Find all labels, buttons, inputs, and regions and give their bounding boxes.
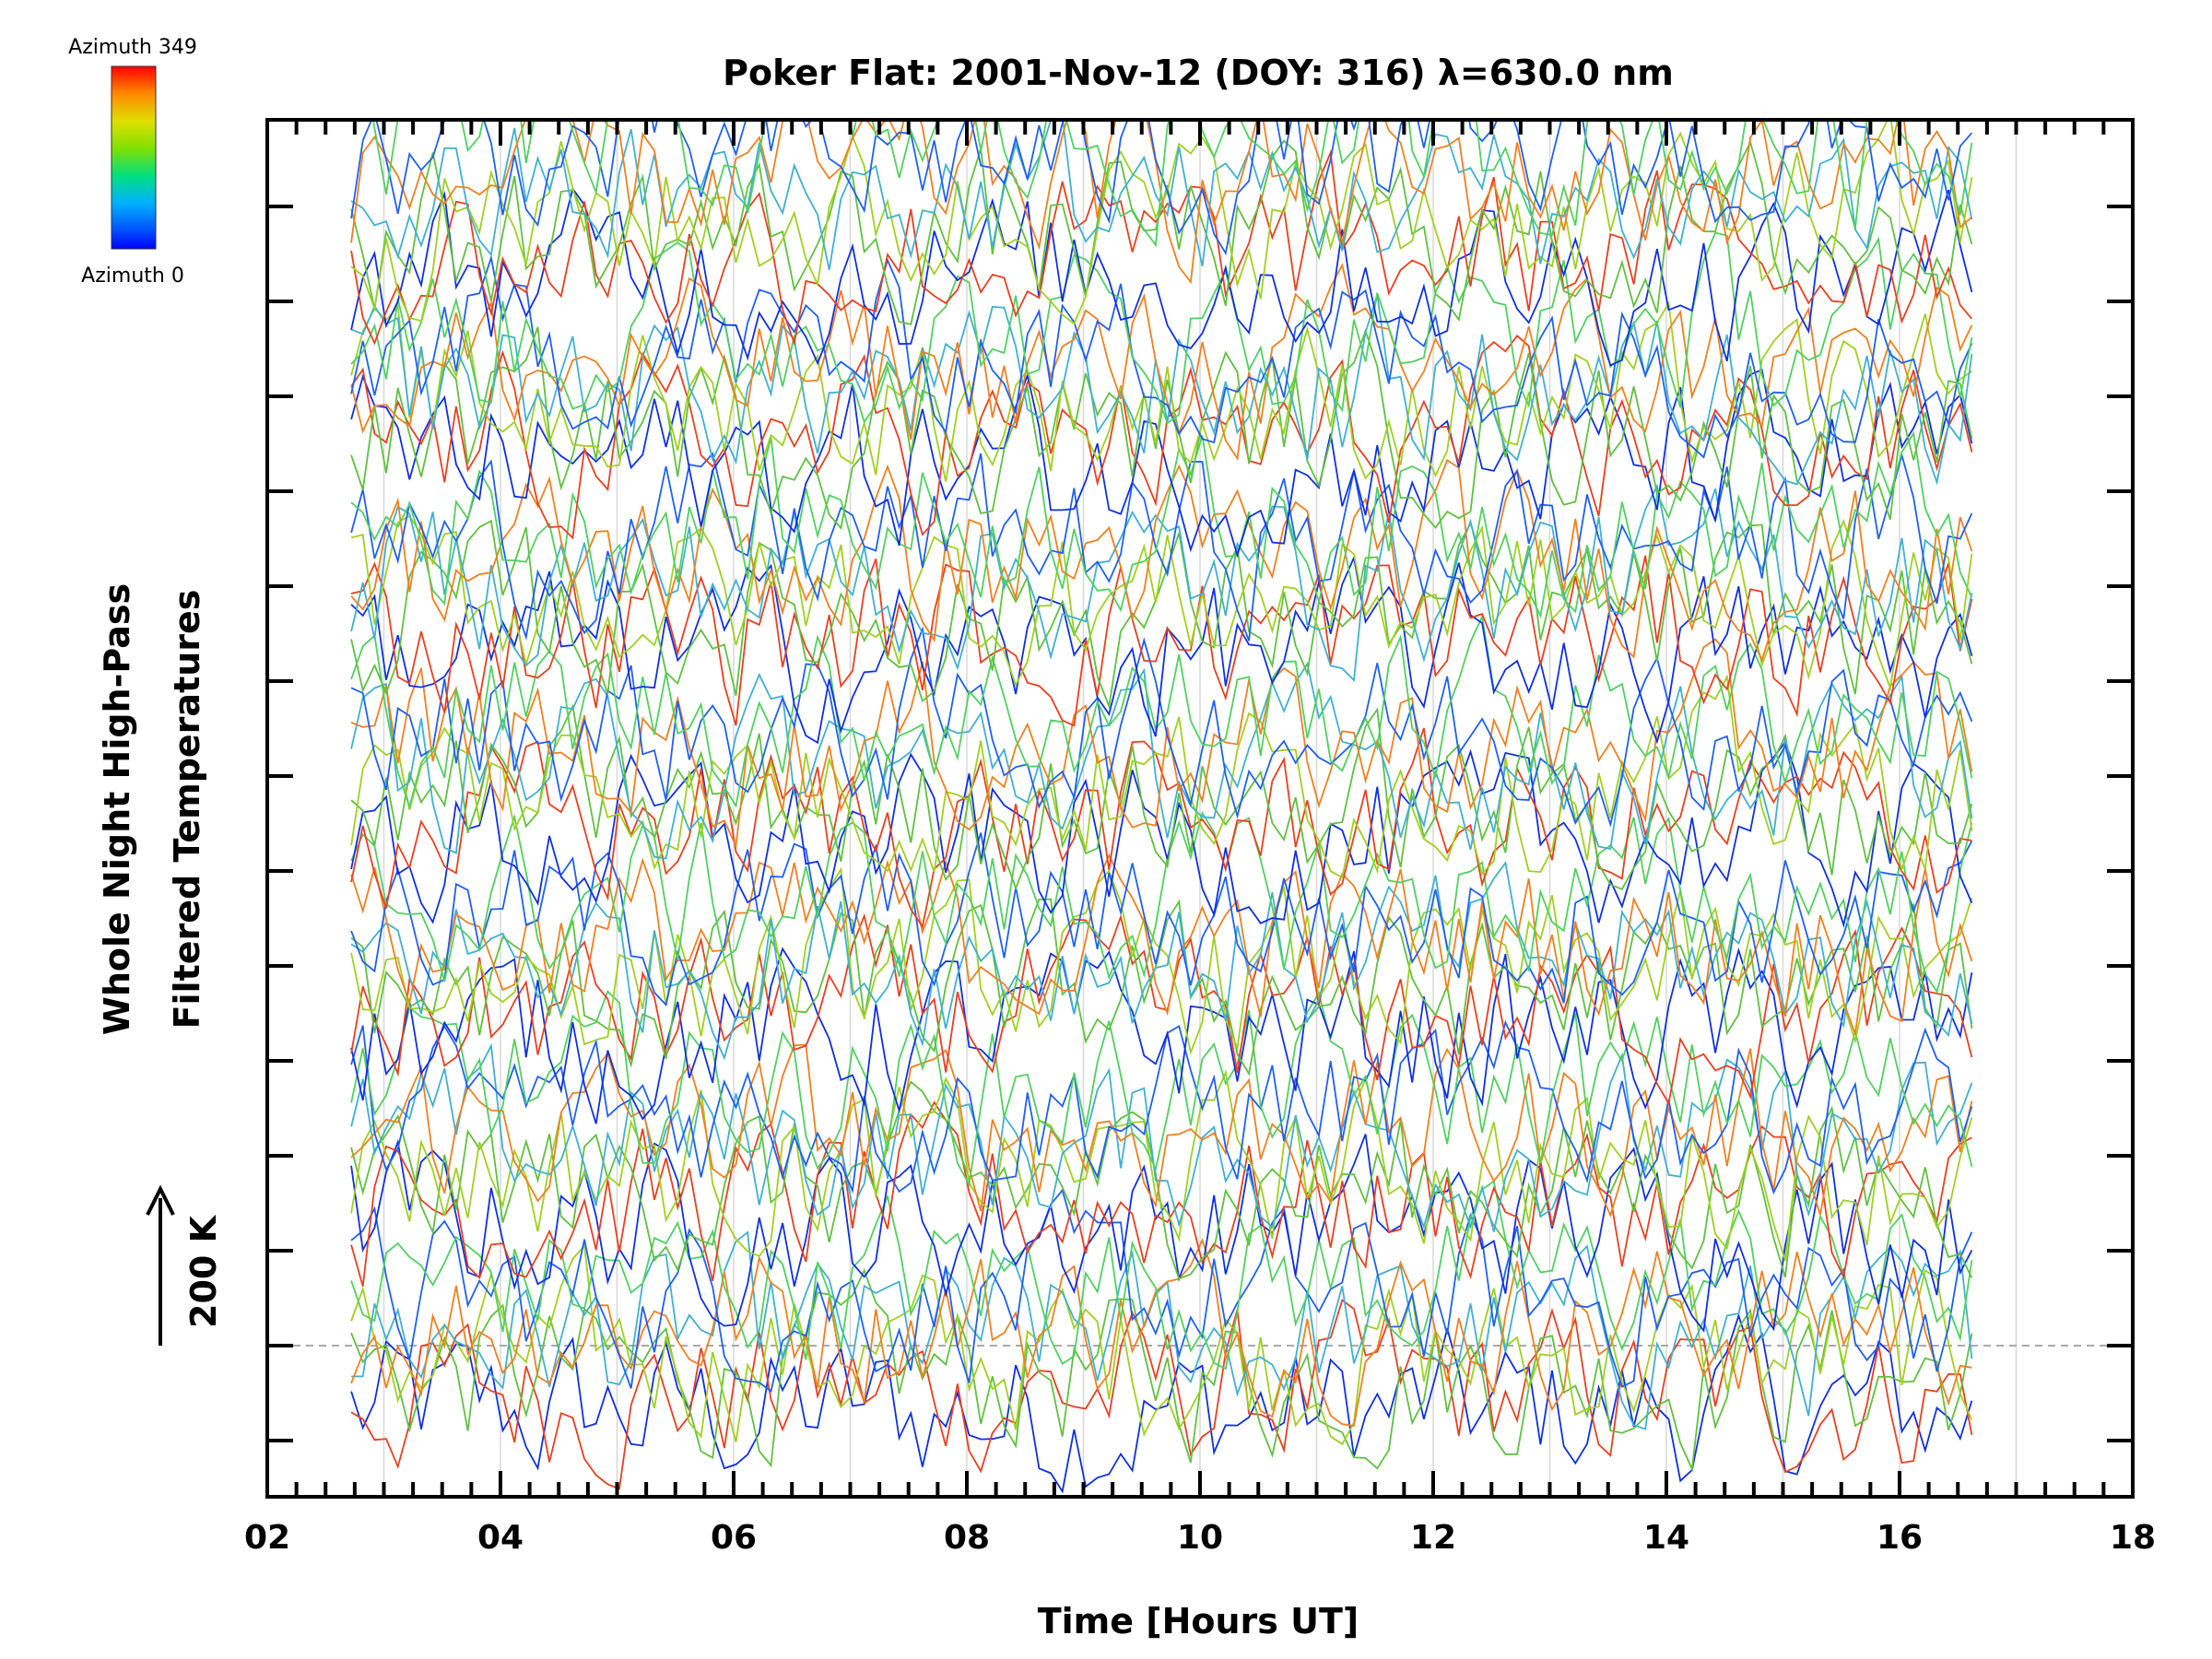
series-line-g0-c0	[350, 1312, 1973, 1494]
colorbar-top-label: Azimuth 349	[68, 36, 197, 59]
axis-ticks	[265, 120, 2135, 1497]
series-line-g5-c7	[350, 231, 1973, 425]
series-lines	[350, 120, 1973, 1494]
series-line-g4-c6	[350, 452, 1973, 641]
x-tick-label: 18	[2110, 1519, 2156, 1557]
x-tick-label: 14	[1643, 1519, 1689, 1557]
series-line-g2-c0	[350, 947, 1973, 1124]
series-line-g2-c1	[350, 912, 1973, 1106]
series-line-g6-c5	[350, 120, 1972, 285]
series-line-g2-c6	[350, 832, 1973, 1007]
series-line-g6-c7	[371, 120, 1973, 248]
series-line-g0-c4	[351, 1230, 1973, 1430]
series-line-g3-c4	[350, 662, 1973, 860]
x-tick-label: 06	[711, 1519, 757, 1557]
series-line-g3-c2	[350, 703, 1973, 891]
series-line-g6-c6	[350, 120, 1973, 256]
x-tick-label: 16	[1877, 1519, 1923, 1557]
y-axis-label-line1: Whole Night High-Pass	[97, 583, 137, 1035]
series-line-g0-c1	[350, 1299, 1973, 1490]
series-line-g0-c3	[350, 1243, 1973, 1446]
series-line-g5-c0	[350, 369, 1973, 559]
series-line-g4-c3	[350, 514, 1973, 691]
x-tick-labels: 02 04 06 08 10 12 14 16 18	[244, 1519, 2156, 1557]
x-tick-label: 02	[244, 1519, 290, 1557]
series-line-g2-c2	[350, 898, 1973, 1077]
series-line-g0-c6	[350, 1188, 1973, 1394]
series-line-g1-c4	[350, 1042, 1973, 1232]
series-line-g2-c7	[350, 810, 1973, 994]
series-line-g4-c1	[350, 555, 1973, 727]
x-tick-label: 10	[1177, 1519, 1223, 1557]
series-line-g5-c4	[350, 294, 1973, 486]
y-axis-label-line2: Filtered Temperatures	[167, 590, 207, 1030]
series-line-g3-c7	[350, 614, 1973, 810]
x-axis-label: Time [Hours UT]	[1038, 1601, 1359, 1641]
series-line-g4-c7	[350, 430, 1973, 619]
series-line-g5-c2	[350, 326, 1973, 530]
series-line-g5-c6	[350, 254, 1973, 459]
series-line-g3-c0	[350, 740, 1973, 928]
series-line-g4-c5	[350, 459, 1973, 663]
x-tick-label: 08	[944, 1519, 990, 1557]
series-line-g1-c6	[350, 1019, 1973, 1195]
series-line-g2-c3	[350, 866, 1973, 1055]
grid-lines	[382, 120, 2018, 1497]
series-line-g6-c0	[350, 186, 1973, 367]
colorbar-bottom-label: Azimuth 0	[81, 265, 184, 288]
series-line-g3-c5	[350, 638, 1973, 850]
x-tick-label: 04	[477, 1519, 524, 1557]
x-tick-label: 12	[1410, 1519, 1456, 1557]
series-line-g5-c5	[350, 263, 1973, 461]
series-line-g4-c0	[350, 555, 1973, 745]
series-line-g3-c6	[350, 626, 1973, 828]
series-line-g2-c5	[350, 853, 1973, 1035]
colorbar: Azimuth 349 Azimuth 0	[68, 36, 197, 288]
series-line-g0-c7	[350, 1180, 1973, 1371]
chart-title: Poker Flat: 2001-Nov-12 (DOY: 316) λ=630…	[723, 53, 1674, 93]
scale-arrow	[146, 1184, 175, 1346]
series-line-g0-c5	[350, 1238, 1972, 1428]
series-line-g1-c5	[350, 1043, 1973, 1218]
scale-label: 200 K	[183, 1214, 224, 1328]
series-line-g0-c2	[350, 1268, 1973, 1473]
series-line-g1-c3	[350, 1069, 1973, 1262]
colorbar-gradient	[111, 65, 157, 250]
series-line-g1-c7	[350, 990, 1973, 1187]
series-line-g2-c4	[350, 860, 1973, 1061]
